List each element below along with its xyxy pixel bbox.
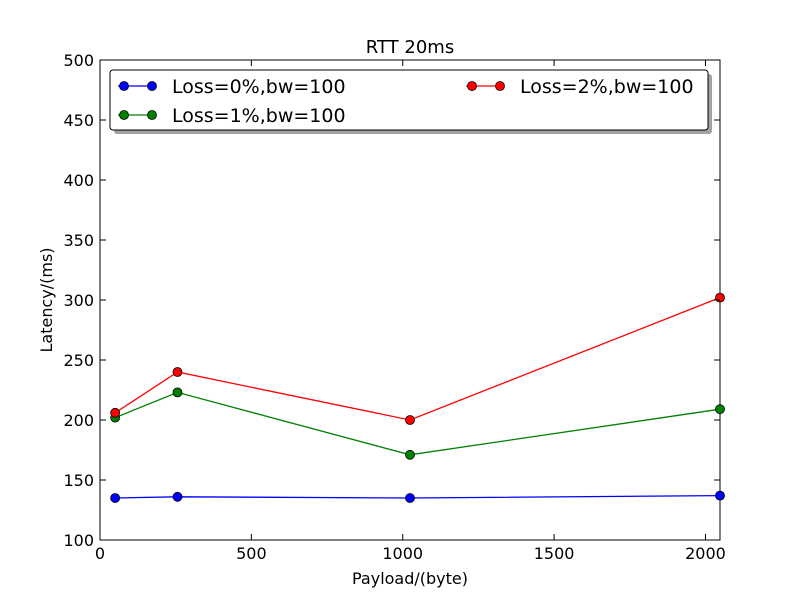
legend-marker bbox=[495, 81, 505, 91]
plot-area: 0 500 1000 1500 2000 100 150 200 250 300 350 400 450… bbox=[63, 51, 725, 563]
legend-marker bbox=[147, 81, 157, 91]
legend-marker bbox=[467, 81, 477, 91]
x-tick-label: 2000 bbox=[685, 544, 726, 563]
y-tick-label: 200 bbox=[63, 411, 94, 430]
y-tick-label: 250 bbox=[63, 351, 94, 370]
series-line bbox=[115, 494, 721, 499]
legend-marker bbox=[147, 110, 157, 120]
series-0 bbox=[110, 490, 725, 503]
series-1 bbox=[110, 387, 725, 460]
legend-entry: Loss=2%,bw=100 bbox=[466, 76, 694, 98]
x-tick-label: 1000 bbox=[382, 544, 423, 563]
data-point bbox=[172, 367, 183, 377]
legend-entries: Loss=0%,bw=100 Loss=1%,bw=100 Loss=2%,bw=1… bbox=[118, 76, 694, 127]
legend-entry: Loss=0%,bw=100 bbox=[118, 76, 346, 98]
series-line bbox=[114, 391, 721, 456]
legend-box bbox=[109, 69, 709, 131]
y-tick-label: 350 bbox=[63, 231, 94, 250]
legend: Loss=0%,bw=100 Loss=1%,bw=100 Loss=2%,bw=1… bbox=[109, 69, 712, 134]
y-tick-label: 450 bbox=[63, 111, 94, 130]
chart-title: RTT 20ms bbox=[366, 37, 454, 58]
data-point bbox=[110, 407, 121, 418]
y-tick-label: 500 bbox=[63, 51, 94, 70]
legend-entry: Loss=1%,bw=100 bbox=[118, 105, 346, 127]
data-point bbox=[110, 493, 121, 503]
data-point bbox=[172, 491, 183, 502]
series-line bbox=[114, 296, 721, 421]
x-tick-label: 1500 bbox=[534, 544, 575, 563]
x-axis-label: Payload/(byte) bbox=[352, 569, 468, 588]
x-tick-label: 0 bbox=[95, 544, 105, 563]
legend-label: Loss=2%,bw=100 bbox=[520, 76, 694, 98]
tick-layer: 0 500 1000 1500 2000 100 150 200 250 300 350 400 450… bbox=[63, 51, 725, 563]
y-tick-label: 150 bbox=[63, 471, 94, 490]
legend-label: Loss=1%,bw=100 bbox=[172, 105, 346, 127]
legend-marker bbox=[119, 81, 129, 91]
data-point bbox=[405, 449, 415, 460]
legend-marker bbox=[119, 110, 129, 120]
data-point bbox=[405, 415, 415, 425]
x-tick-label: 500 bbox=[236, 544, 267, 563]
y-tick-label: 100 bbox=[63, 531, 94, 550]
data-point bbox=[715, 404, 725, 415]
legend-label: Loss=0%,bw=100 bbox=[172, 76, 346, 98]
data-point bbox=[715, 490, 725, 501]
data-point bbox=[172, 387, 183, 398]
series-2 bbox=[110, 292, 725, 425]
y-tick-label: 400 bbox=[63, 171, 94, 190]
data-point bbox=[715, 292, 725, 303]
y-axis-label: Latency/(ms) bbox=[37, 247, 56, 352]
data-point bbox=[405, 493, 415, 503]
y-tick-label: 300 bbox=[63, 291, 94, 310]
series-layer bbox=[110, 292, 725, 503]
